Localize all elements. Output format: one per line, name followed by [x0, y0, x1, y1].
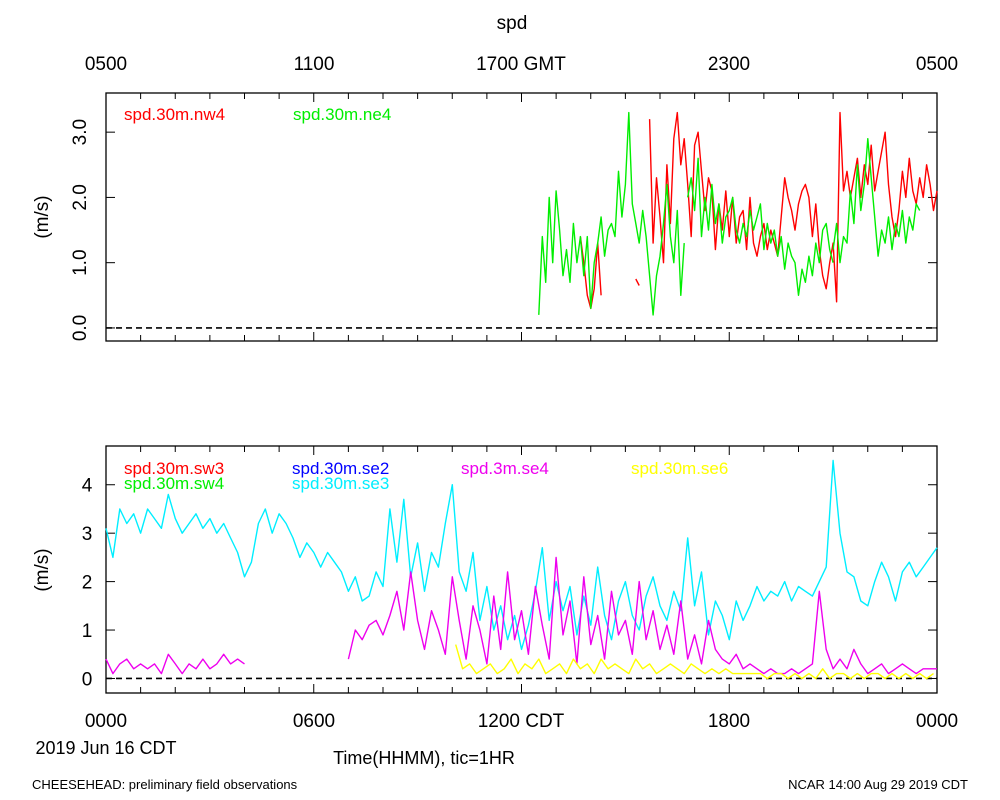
top-panel-ylabel: (m/s): [32, 195, 53, 238]
top-axis-tick-label: 1100: [294, 54, 335, 75]
legend-label-nw4: spd.30m.nw4: [124, 105, 225, 124]
series-line-spd-30m-ne4: [687, 157, 834, 296]
series-line-spd-30m-nw4: [648, 111, 938, 303]
bottom-axis-tick-label: 1200 CDT: [478, 711, 565, 732]
x-axis-label: Time(HHMM), tic=1HR: [333, 748, 515, 768]
legend-label-se4: spd.3m.se4: [461, 459, 549, 478]
series-line-spd-30m-se6: [455, 644, 934, 680]
bottom-panel: (m/s) spd.30m.sw3 spd.30m.sw4 spd.30m.se…: [32, 445, 938, 694]
footer-right: NCAR 14:00 Aug 29 2019 CDT: [788, 777, 968, 792]
y-tick-label: 3: [82, 524, 93, 545]
top-panel: (m/s) spd.30m.nw4 spd.30m.ne4 0.0 1.0 2.0 3…: [32, 92, 938, 342]
y-tick-label: 2.0: [70, 184, 91, 210]
legend-label-ne4: spd.30m.ne4: [293, 105, 391, 124]
legend-label-sw3: spd.30m.sw3: [124, 459, 224, 478]
footer-left: CHEESEHEAD: preliminary field observatio…: [32, 777, 298, 792]
bottom-axis-tick-label: 0000: [916, 711, 958, 732]
plot-frame: [105, 445, 938, 694]
legend-label-se2: spd.30m.se2: [292, 459, 389, 478]
series-line-spd-3m-se4: [347, 556, 937, 675]
y-tick-label: 1.0: [70, 249, 91, 275]
series-line-spd-30m-nw4: [635, 278, 640, 286]
y-tick-label: 0.0: [70, 315, 91, 341]
series-line-spd-3m-se4: [105, 653, 245, 675]
y-tick-label: 4: [82, 476, 93, 497]
top-axis-tick-label: 0500: [916, 54, 958, 75]
bottom-axis-tick-label: 1800: [708, 711, 750, 732]
date-label: 2019 Jun 16 CDT: [35, 738, 176, 758]
y-tick-label: 0: [82, 669, 93, 690]
series-line-spd-30m-ne4: [538, 111, 685, 316]
y-tick-label: 1: [82, 621, 93, 642]
top-axis-tick-label: 0500: [85, 54, 127, 75]
plot-frame: [105, 92, 938, 342]
bottom-axis-tick-label: 0000: [85, 711, 127, 732]
series-line-spd-30m-se3: [105, 459, 938, 651]
y-tick-label: 3.0: [70, 119, 91, 145]
bottom-axis-tick-label: 0600: [293, 711, 335, 732]
legend-label-se6: spd.30m.se6: [631, 459, 728, 478]
series-line-spd-30m-ne4: [832, 137, 921, 264]
top-axis-tick-label: 1700 GMT: [476, 54, 566, 75]
top-axis-tick-label: 2300: [708, 54, 750, 75]
legend-label-sw4: spd.30m.sw4: [124, 474, 224, 493]
y-tick-label: 2: [82, 573, 93, 594]
chart-title: spd: [497, 13, 528, 34]
bottom-panel-ylabel: (m/s): [32, 548, 53, 591]
legend-label-se3: spd.30m.se3: [292, 474, 389, 493]
